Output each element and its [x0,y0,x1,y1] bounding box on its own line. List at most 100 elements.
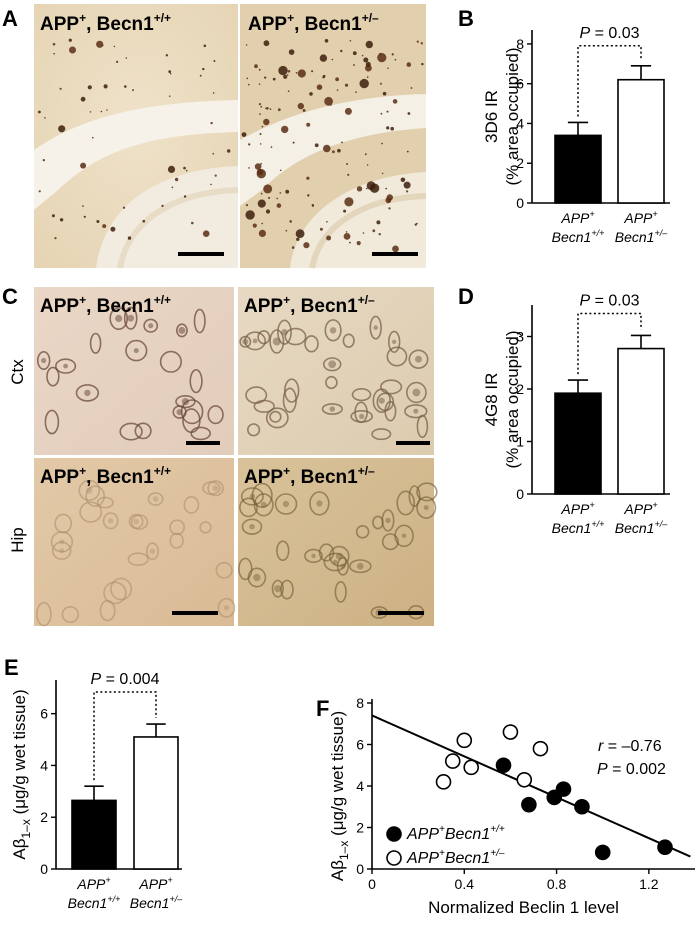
panel-c: C Ctx Hip APP+, Becn1+/+ APP+, Becn1+/– … [2,284,438,627]
cell-outline [271,579,284,598]
cell-outline [371,428,392,441]
cell-outline [408,485,421,508]
cell-outline [85,485,105,508]
panel-a: A APP+, Becn1+/+ APP+, Becn1+/– [2,4,427,269]
plaque-dot [261,222,264,225]
y-tick-label: 6 [356,737,364,753]
cell-nucleus [115,314,123,323]
legend-label: APP+Becn1+/– [406,848,505,867]
plaque-dot [379,82,382,85]
cell-nucleus [59,539,65,545]
cell-nucleus [412,388,421,397]
cell-outline [265,407,289,429]
x-axis-label: Normalized Beclin 1 level [428,898,619,917]
plaque-dot [364,153,367,156]
cell-nucleus [413,408,419,414]
y-tick-label: 8 [356,695,364,711]
cell-outline [51,541,72,561]
cell-outline [143,318,159,333]
plaque-dot [183,195,187,198]
plaque-dot [44,117,46,119]
cell-outline [381,509,395,532]
plaque-dot [376,220,381,225]
category-label: APP+ [623,209,657,226]
plaque-dot [343,233,351,240]
plaque-dot [165,54,169,57]
chart-b: B 0 2 4 6 8 3D6 IR (% area occupied) APP+ Becn1+/… [458,6,670,245]
plaque-dot [316,84,323,90]
plaque-dot [377,53,387,63]
plaque-dot [106,109,108,111]
cell-outline [318,543,335,562]
row-label-hip: Hip [8,527,27,553]
plaque-dot [168,95,171,97]
plaque-dot [125,57,128,59]
micrograph-a-left-title: APP+, Becn1+/+ [40,11,171,35]
plaque-dot [324,96,333,106]
cell-outline [381,533,399,551]
y-tick-label: 3 [516,329,524,345]
plaque-dot [295,229,305,239]
plaque-dot [203,44,207,48]
plaque-dot [303,242,310,249]
cell-outline [159,350,182,373]
cell-outline [130,514,149,530]
cell-nucleus [282,500,290,508]
plaque-dot [331,58,334,61]
plaque-dot [392,245,399,253]
cell-nucleus [212,485,219,492]
plaque-dot [248,167,250,169]
plaque-dot [421,62,424,66]
bar [554,134,602,204]
cell-outline [372,388,391,414]
plaque-dot [416,40,419,43]
plaque-dot [292,141,295,144]
cell-outline [241,518,263,535]
cell-outline [79,501,103,523]
cell-outline [89,332,102,354]
plaque-dot [277,108,281,112]
plaque-dot [365,187,368,190]
micrograph-c-ctx-left: APP+, Becn1+/+ [34,287,234,455]
plaque-dot [80,96,86,102]
data-point-open [532,740,549,757]
plaque-dot [335,77,339,82]
cell-nucleus [328,360,337,369]
cell-outline [75,384,100,402]
cell-outline [416,496,437,519]
plaque-dot [347,173,350,176]
cell-outline [284,378,300,403]
plaque-dot [168,70,172,73]
plaque-dot [283,74,288,79]
plaque-dot [285,189,290,194]
plaque-dot [122,206,126,209]
plaque-dot [264,76,267,79]
cell-outline [125,339,148,362]
plaque-dot [110,226,116,232]
plaque-dot [248,143,251,146]
category-label: Becn1+/– [130,894,183,911]
plaque-dot [341,141,343,144]
plaque-dot [346,163,349,165]
plaque-dot [38,190,41,193]
plaque-dot [349,241,351,244]
plaque-dot [324,39,329,43]
plaque-dot [202,230,210,237]
cell-outline [369,315,382,340]
plaque-dot [355,91,357,93]
cell-outline [96,496,114,509]
scale-bar-c-ctx-left [186,441,220,445]
plaque-dot [51,214,55,218]
cell-outline [416,482,438,502]
cell-nucleus [86,487,93,494]
cell-outline [46,366,60,387]
plaque-dot [54,237,57,240]
cell-nucleus [316,500,323,507]
plaque-dot [323,144,331,153]
plaque-dot [80,162,87,169]
y-tick-label: 2 [356,820,364,836]
plaque-dot [306,122,311,127]
plaque-dot [96,40,104,48]
cell-outline [199,521,212,534]
panel-label-a: A [2,6,18,31]
